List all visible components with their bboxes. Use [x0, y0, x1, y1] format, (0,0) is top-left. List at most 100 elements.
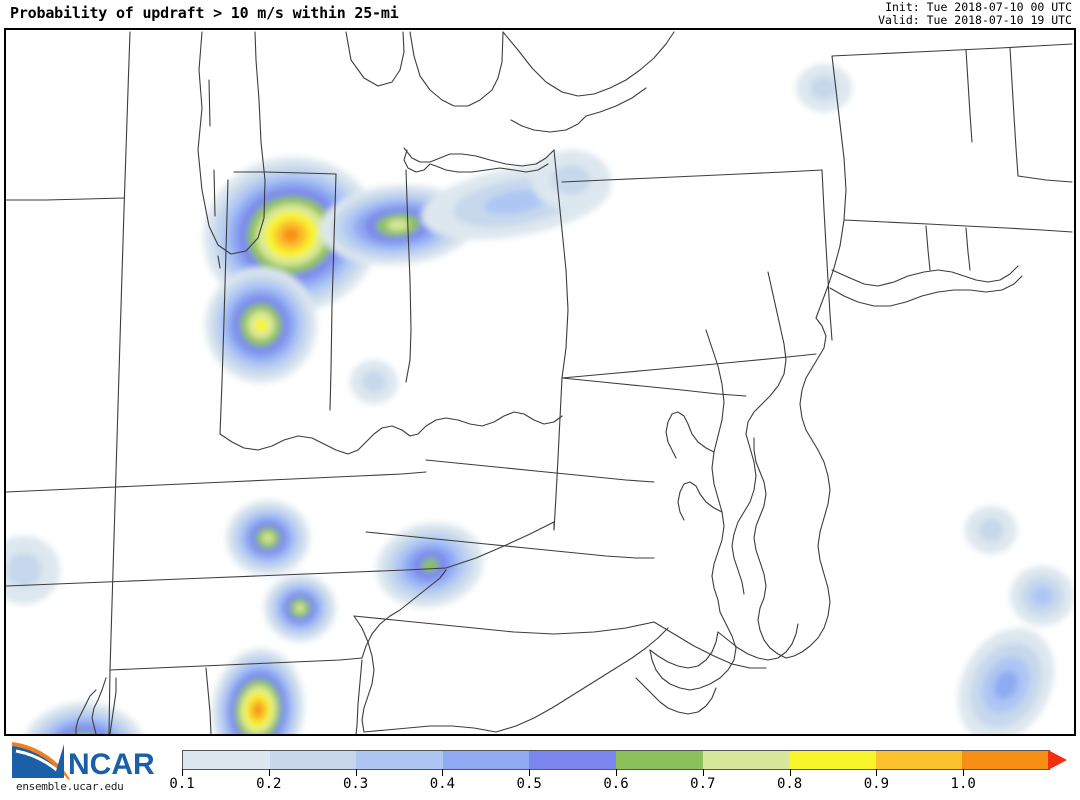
page-title: Probability of updraft > 10 m/s within 2…	[10, 4, 399, 22]
logo-wordmark: NCAR	[68, 748, 155, 781]
colorbar-tick	[442, 769, 444, 776]
prob-feature-atlantic-offshore-mid	[1010, 566, 1074, 626]
logo-url-text[interactable]: ensemble.ucar.edu	[16, 780, 124, 793]
colorbar-label-0.7: 0.7	[690, 776, 716, 792]
header-bar: Probability of updraft > 10 m/s within 2…	[0, 0, 1080, 28]
prob-contour-0.2	[978, 518, 1004, 542]
prob-contour-0.3	[484, 189, 548, 215]
new-hampshire-line	[1009, 47, 1019, 177]
logo-orange-arc	[11, 742, 70, 782]
colorbar-label-0.9: 0.9	[863, 776, 890, 792]
pamlico-sound	[635, 677, 717, 715]
colorbar[interactable]: 0.1 0.2 0.3 0.4 0.5 0.6 0.7 0.8 0.9 1.0	[169, 750, 1067, 796]
prob-feature-middle-tennessee-south	[264, 574, 336, 642]
colorbar-tick	[268, 769, 270, 776]
long-island-north-shore	[831, 265, 1019, 287]
prob-feature-west-kentucky	[6, 536, 60, 604]
colorbar-label-0.6: 0.6	[603, 776, 629, 792]
prob-feature-middle-tennessee-north	[226, 500, 310, 576]
ny-pa-east-line	[821, 169, 833, 341]
canada-border	[502, 31, 675, 97]
delmarva-bay-side	[731, 433, 757, 595]
massachusetts-north-border	[1017, 175, 1073, 183]
lake-michigan-outline	[197, 31, 266, 255]
lake-huron-east-outline	[409, 31, 504, 107]
virginia-coast	[649, 611, 737, 691]
colorbar-label-0.5: 0.5	[516, 776, 542, 792]
kentucky-virginia-line	[6, 471, 427, 493]
prob-contour-0.7	[386, 219, 410, 231]
colorbar-ticks	[182, 769, 1050, 776]
colorbar-tick	[876, 769, 878, 776]
colorbar-band-0.8	[789, 751, 876, 769]
chesapeake-west-shore	[705, 329, 725, 613]
logo-notch	[12, 744, 64, 778]
tennessee-east-corner	[445, 521, 555, 569]
prob-contour-0.3	[1031, 586, 1053, 606]
colorbar-tick	[789, 769, 791, 776]
michigan-interior-line	[208, 79, 221, 269]
prob-feature-atlantic-offshore-north	[965, 506, 1017, 554]
footer-bar: NCAR ensemble.ucar.edu 0.1 0.2 0.3 0.4 0.5 0.…	[0, 736, 1080, 800]
sc-south-coast	[363, 725, 497, 733]
lake-ontario-outline	[510, 115, 587, 133]
run-timestamps: Init: Tue 2018-07-10 00 UTC Valid: Tue 2…	[878, 1, 1072, 27]
sc-northeast-border	[653, 621, 767, 669]
init-time: Init: Tue 2018-07-10 00 UTC	[885, 0, 1072, 14]
prob-feature-pennsylvania-weak	[531, 150, 611, 210]
colorbar-label-0.4: 0.4	[429, 776, 456, 792]
sc-coastline	[495, 627, 669, 733]
virginia-nc-border-upper	[425, 459, 655, 483]
chesapeake-inlet-b	[677, 481, 723, 521]
alabama-mississippi-line	[205, 667, 212, 734]
prob-feature-new-york-weak	[796, 64, 852, 112]
pennsylvania-south-border	[561, 353, 817, 379]
prob-feature-atlantic-offshore-south	[958, 628, 1054, 734]
ncar-logo[interactable]: NCAR ensemble.ucar.edu	[6, 738, 174, 796]
prob-contour-0.4	[994, 670, 1018, 700]
colorbar-label-0.3: 0.3	[342, 776, 369, 792]
ohio-pennsylvania-border	[553, 149, 569, 379]
delaware-line	[745, 271, 787, 435]
ohio-east-line	[405, 169, 412, 383]
colorbar-tick	[963, 769, 965, 776]
prob-contour-0.7	[294, 603, 306, 613]
probability-contours	[6, 64, 1074, 734]
colorbar-bands[interactable]	[182, 750, 1050, 770]
vermont-line	[965, 49, 973, 143]
new-jersey-coast	[785, 317, 831, 659]
illinois-indiana-border	[219, 179, 229, 435]
nc-sc-border	[353, 615, 655, 635]
prob-contour-1	[253, 703, 263, 717]
ncar-logo-svg: NCAR	[11, 742, 155, 782]
delmarva-ocean-side	[753, 437, 787, 659]
valid-time: Valid: Tue 2018-07-10 19 UTC	[878, 13, 1072, 27]
lake-erie-south-shore	[403, 149, 549, 173]
probability-map[interactable]	[6, 30, 1074, 734]
ohio-river	[219, 411, 563, 455]
prob-contour-1	[282, 227, 300, 243]
prob-contour-0.7	[262, 532, 274, 544]
st-lawrence-line	[585, 87, 647, 117]
colorbar-band-0.4	[442, 751, 530, 769]
tennessee-north-border	[6, 567, 447, 587]
long-island-south-shore	[829, 275, 1023, 307]
alabama-georgia-border	[355, 659, 363, 734]
pennsylvania-north-border	[561, 169, 823, 183]
rhode-island-line	[965, 227, 971, 271]
massachusetts-south-border	[843, 219, 1073, 233]
colorbar-tick	[355, 769, 357, 776]
map-frame[interactable]	[4, 28, 1076, 736]
colorbar-label-0.1: 0.1	[169, 776, 195, 792]
colorbar-tick	[182, 769, 183, 776]
colorbar-arrow-tip	[1048, 750, 1067, 770]
prob-contour-0.2	[551, 165, 591, 195]
prob-contour-0.2	[810, 76, 838, 100]
map-background	[6, 30, 1074, 734]
colorbar-band-0.5	[529, 751, 616, 769]
prob-feature-central-ohio-isolated	[350, 360, 398, 404]
prob-contour-0.2	[6, 553, 42, 587]
albemarle-sound	[649, 631, 719, 669]
prob-contour-0.2	[362, 371, 386, 393]
tn-nc-mountain-border	[361, 569, 447, 659]
